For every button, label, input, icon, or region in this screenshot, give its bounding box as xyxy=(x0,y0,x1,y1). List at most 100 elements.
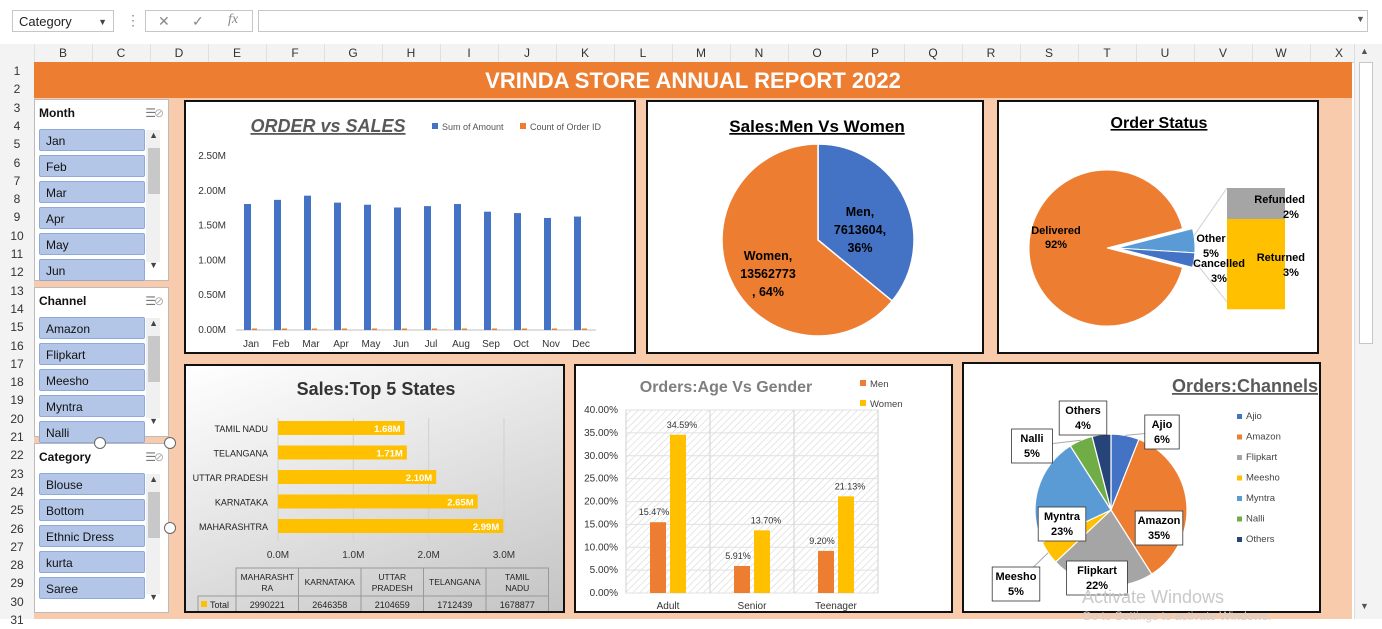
bar-state[interactable] xyxy=(278,519,504,533)
formula-input[interactable] xyxy=(258,10,1368,32)
slicer-item[interactable]: Apr xyxy=(39,207,145,229)
men-vs-women-panel[interactable]: Sales:Men Vs Women Men, 7613604, 36% Women, 1… xyxy=(646,100,984,354)
multi-select-icon[interactable]: ☰ xyxy=(145,294,156,308)
bar-amount[interactable] xyxy=(304,195,311,330)
slicer-category[interactable]: Category ☰ ⊘ Blouse Bottom Ethnic Dress kurta S… xyxy=(34,443,169,613)
column-letter[interactable]: E xyxy=(208,44,267,62)
column-letter[interactable]: B xyxy=(34,44,93,62)
bar-orders[interactable] xyxy=(462,328,467,331)
select-all-corner[interactable] xyxy=(0,44,35,62)
slicer-item[interactable]: Meesho xyxy=(39,369,145,391)
slicer-item[interactable]: Ethnic Dress xyxy=(39,525,145,547)
resize-handle[interactable] xyxy=(164,522,176,534)
slicer-item[interactable]: Flipkart xyxy=(39,343,145,365)
row-number[interactable]: 20 xyxy=(10,411,24,426)
column-letter[interactable]: T xyxy=(1078,44,1137,62)
bar-orders[interactable] xyxy=(492,328,497,331)
bar-orders[interactable] xyxy=(582,328,587,331)
pie-slice-women[interactable] xyxy=(721,143,894,337)
clear-filter-icon[interactable]: ⊘ xyxy=(153,450,164,464)
pie-slice-cancelled[interactable] xyxy=(1116,247,1196,269)
row-number[interactable]: 16 xyxy=(10,338,24,353)
column-letter[interactable]: V xyxy=(1194,44,1253,62)
row-number[interactable]: 15 xyxy=(10,320,24,335)
column-letter[interactable]: J xyxy=(498,44,557,62)
slicer-scrollbar[interactable] xyxy=(146,474,160,594)
scroll-up-icon[interactable]: ▲ xyxy=(1360,46,1369,56)
row-number[interactable]: 5 xyxy=(13,137,21,152)
row-number[interactable]: 6 xyxy=(13,155,21,170)
column-letter[interactable]: I xyxy=(440,44,499,62)
row-number[interactable]: 2 xyxy=(13,82,21,97)
bar-orders[interactable] xyxy=(282,328,287,331)
slicer-item[interactable]: Amazon xyxy=(39,317,145,339)
slicer-item[interactable]: kurta xyxy=(39,551,145,573)
row-number[interactable]: 26 xyxy=(10,521,24,536)
slicer-item[interactable]: Blouse xyxy=(39,473,145,495)
channels-panel[interactable]: Orders:Channels Ajio 6% Amazon 35% Flipkart 22… xyxy=(962,362,1321,613)
bar-men[interactable] xyxy=(734,565,750,593)
row-number[interactable]: 29 xyxy=(10,576,24,591)
row-number[interactable]: 27 xyxy=(10,539,24,554)
function-icon[interactable]: fx xyxy=(228,12,239,27)
slicer-item[interactable]: Mar xyxy=(39,181,145,203)
row-number[interactable]: 11 xyxy=(10,247,24,261)
slicer-item[interactable]: Jan xyxy=(39,129,145,151)
bar-amount[interactable] xyxy=(574,216,581,330)
bar-women[interactable] xyxy=(838,496,854,593)
row-number[interactable]: 28 xyxy=(10,558,24,573)
vertical-scrollbar[interactable]: ▲ ▼ xyxy=(1354,44,1382,619)
resize-handle[interactable] xyxy=(164,437,176,449)
chevron-down-icon[interactable]: ▼ xyxy=(98,17,107,27)
bar-men[interactable] xyxy=(650,522,666,593)
slicer-item[interactable]: Saree xyxy=(39,577,145,599)
column-letter[interactable]: U xyxy=(1136,44,1195,62)
row-number[interactable]: 18 xyxy=(10,375,24,390)
bar-amount[interactable] xyxy=(364,204,371,330)
bar-amount[interactable] xyxy=(244,204,251,330)
bar-amount[interactable] xyxy=(424,206,431,330)
bar-amount[interactable] xyxy=(334,202,341,330)
slicer-scroll-thumb[interactable] xyxy=(148,148,160,194)
bar-amount[interactable] xyxy=(454,204,461,330)
column-letter[interactable]: Q xyxy=(904,44,963,62)
slicer-scrollbar[interactable] xyxy=(146,130,160,262)
bar-amount[interactable] xyxy=(484,211,491,330)
column-letter[interactable]: N xyxy=(730,44,789,62)
clear-filter-icon[interactable]: ⊘ xyxy=(153,106,164,120)
bar-orders[interactable] xyxy=(432,328,437,331)
column-letter[interactable]: F xyxy=(266,44,325,62)
scroll-down-icon[interactable]: ▼ xyxy=(149,592,158,602)
slicer-item[interactable]: Myntra xyxy=(39,395,145,417)
row-number[interactable]: 9 xyxy=(13,210,21,225)
order-vs-sales-panel[interactable]: ORDER vs SALES Sum of Amount Count of Orde… xyxy=(184,100,636,354)
slicer-scroll-thumb[interactable] xyxy=(148,336,160,382)
breakout-bar-refunded[interactable] xyxy=(1227,188,1285,220)
column-letter[interactable]: M xyxy=(672,44,731,62)
bar-men[interactable] xyxy=(818,550,834,593)
bar-amount[interactable] xyxy=(274,199,281,330)
column-letter[interactable]: O xyxy=(788,44,847,62)
row-number[interactable]: 14 xyxy=(10,301,24,316)
row-number[interactable]: 4 xyxy=(13,118,21,133)
slicer-channel[interactable]: Channel ☰ ⊘ Amazon Flipkart Meesho Myntra Nalli… xyxy=(34,287,169,443)
row-number[interactable]: 21 xyxy=(10,430,24,444)
clear-filter-icon[interactable]: ⊘ xyxy=(153,294,164,308)
row-number[interactable]: 13 xyxy=(10,283,24,298)
bar-orders[interactable] xyxy=(342,328,347,331)
column-letter[interactable]: H xyxy=(382,44,441,62)
name-box[interactable]: Category ▼ xyxy=(12,10,114,32)
bar-state[interactable] xyxy=(278,494,478,509)
slicer-item[interactable]: Jun xyxy=(39,259,145,281)
expand-formula-icon[interactable]: ▼ xyxy=(1356,14,1365,24)
row-number[interactable]: 7 xyxy=(13,173,21,188)
top-states-panel[interactable]: Sales:Top 5 States 0.0M 1.0M 2.0M 3.0M TAMIL … xyxy=(184,364,565,613)
bar-state[interactable] xyxy=(278,470,437,484)
row-number[interactable]: 12 xyxy=(10,265,24,280)
row-number[interactable]: 10 xyxy=(10,228,24,243)
bar-women[interactable] xyxy=(670,434,686,593)
column-letter[interactable]: G xyxy=(324,44,383,62)
slicer-item[interactable]: May xyxy=(39,233,145,255)
slicer-month[interactable]: Month ☰ ⊘ Jan Feb Mar Apr May Jun ▲ ▼ xyxy=(34,99,169,281)
pie-slice-men[interactable] xyxy=(817,143,915,303)
